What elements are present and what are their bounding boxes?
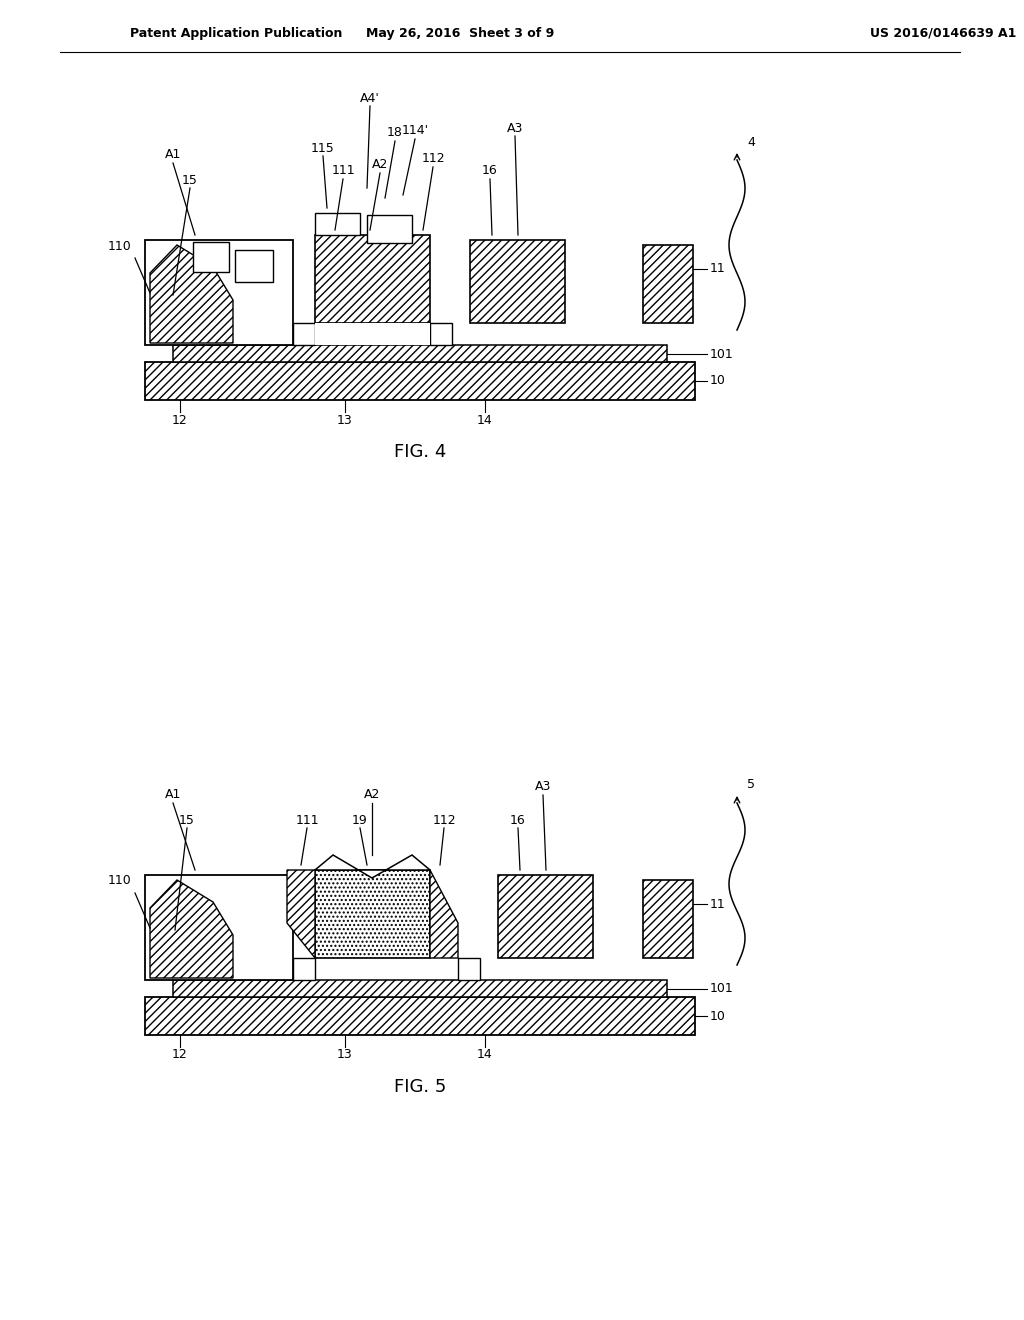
Text: 14: 14 — [477, 1048, 493, 1061]
Bar — [458, 958, 480, 979]
Text: A1: A1 — [165, 788, 181, 801]
Text: 16: 16 — [482, 165, 498, 177]
Text: 110: 110 — [109, 874, 132, 887]
Text: FIG. 4: FIG. 4 — [394, 444, 446, 461]
Bar — [470, 240, 565, 323]
Bar — [430, 323, 452, 345]
Text: 115: 115 — [311, 141, 335, 154]
Polygon shape — [150, 246, 233, 343]
Text: 4: 4 — [748, 136, 755, 149]
Bar — [173, 979, 667, 997]
Bar — [145, 875, 293, 979]
Text: 111: 111 — [331, 165, 354, 177]
Polygon shape — [430, 870, 458, 958]
Text: 16: 16 — [510, 813, 526, 826]
Text: 110: 110 — [109, 239, 132, 252]
Polygon shape — [287, 870, 315, 958]
Text: 112: 112 — [432, 813, 456, 826]
Text: 111: 111 — [295, 813, 318, 826]
Text: 13: 13 — [337, 413, 353, 426]
Text: 19: 19 — [352, 813, 368, 826]
Bar — [643, 246, 693, 323]
Text: 15: 15 — [179, 813, 195, 826]
Bar — [293, 323, 315, 345]
Bar — [315, 323, 430, 345]
Bar — [145, 362, 695, 400]
Text: 101: 101 — [710, 347, 734, 360]
Text: 13: 13 — [337, 1048, 353, 1061]
Bar — [145, 240, 293, 345]
Bar — [193, 242, 229, 272]
Text: 12: 12 — [172, 413, 187, 426]
Text: 14: 14 — [477, 413, 493, 426]
Text: 112: 112 — [421, 153, 444, 165]
Text: 10: 10 — [710, 375, 726, 388]
Bar — [367, 215, 412, 243]
Text: Patent Application Publication: Patent Application Publication — [130, 26, 342, 40]
Text: A2: A2 — [364, 788, 380, 801]
Text: A2: A2 — [372, 158, 388, 172]
Text: A4': A4' — [360, 91, 380, 104]
Bar — [293, 958, 315, 979]
Bar — [643, 880, 693, 958]
Text: A1: A1 — [165, 149, 181, 161]
Text: A3: A3 — [535, 780, 551, 793]
Text: 101: 101 — [710, 982, 734, 995]
Text: FIG. 5: FIG. 5 — [394, 1078, 446, 1096]
Bar — [498, 875, 593, 958]
Text: US 2016/0146639 A1: US 2016/0146639 A1 — [870, 26, 1017, 40]
Bar — [145, 997, 695, 1035]
Polygon shape — [150, 880, 233, 978]
Text: 12: 12 — [172, 1048, 187, 1061]
Bar — [315, 213, 360, 235]
Bar — [234, 249, 273, 282]
Text: 11: 11 — [710, 898, 726, 911]
Text: 15: 15 — [182, 173, 198, 186]
Text: 10: 10 — [710, 1010, 726, 1023]
Bar — [315, 235, 430, 323]
Bar — [315, 870, 430, 958]
Text: A3: A3 — [507, 121, 523, 135]
Polygon shape — [315, 855, 430, 878]
Bar — [173, 345, 667, 362]
Text: May 26, 2016  Sheet 3 of 9: May 26, 2016 Sheet 3 of 9 — [366, 26, 554, 40]
Text: 18: 18 — [387, 127, 402, 140]
Text: 11: 11 — [710, 263, 726, 276]
Text: 5: 5 — [746, 779, 755, 792]
Text: 114': 114' — [401, 124, 429, 137]
